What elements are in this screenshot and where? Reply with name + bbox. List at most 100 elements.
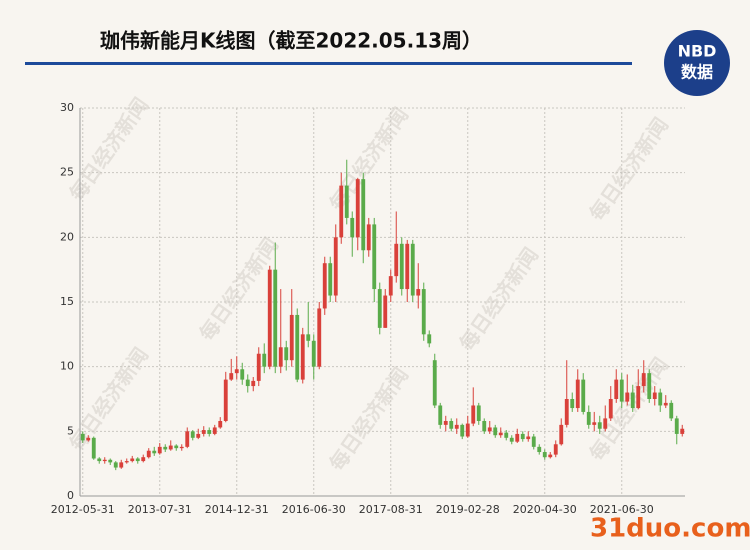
candle-body — [504, 432, 509, 438]
candle-body — [652, 392, 657, 399]
candle-body — [328, 263, 333, 296]
candle-body — [234, 369, 239, 374]
candle-body — [575, 379, 580, 409]
candle-body — [366, 224, 371, 251]
candle-body — [658, 392, 663, 406]
candle-body — [427, 334, 432, 344]
candle-body — [333, 237, 338, 296]
candle-body — [454, 424, 459, 429]
candle-body — [300, 334, 305, 380]
candle-body — [592, 422, 597, 425]
candle-body — [636, 386, 641, 409]
candle-body — [421, 289, 426, 335]
candle-body — [581, 379, 586, 412]
candle-body — [190, 431, 195, 438]
candle-body — [267, 269, 272, 367]
candle-body — [179, 446, 184, 449]
candle-body — [493, 427, 498, 436]
candle-body — [449, 420, 454, 429]
candle-body — [471, 405, 476, 424]
candle-body — [361, 179, 366, 251]
candle-body — [86, 437, 91, 441]
candle-body — [405, 243, 410, 290]
candle-body — [570, 399, 575, 409]
candle-body — [113, 462, 118, 468]
x-tick-label: 2017-08-31 — [359, 503, 423, 516]
x-tick-label: 2021-06-30 — [590, 503, 654, 516]
candle-body — [355, 179, 360, 238]
y-tick-label: 10 — [60, 360, 74, 373]
candle-body — [262, 353, 267, 367]
logo-text: 数据 — [681, 63, 713, 82]
candle-body — [185, 431, 190, 447]
candle-body — [388, 276, 393, 296]
candle-body — [350, 217, 355, 238]
candle-body — [399, 243, 404, 290]
candle-body — [641, 373, 646, 387]
candle-body — [97, 458, 102, 462]
candle-body — [91, 437, 96, 459]
candle-body — [630, 392, 635, 409]
logo-text: NBD — [678, 42, 717, 61]
candle-body — [625, 392, 630, 402]
candle-body — [680, 428, 685, 434]
candle-body — [273, 269, 278, 367]
candle-body — [295, 314, 300, 380]
candle-body — [322, 263, 327, 309]
candle-body — [443, 420, 448, 425]
candle-body — [344, 185, 349, 218]
candle-body — [124, 461, 129, 463]
candle-body — [383, 295, 388, 328]
x-tick-label: 2016-06-30 — [282, 503, 346, 516]
title-rule — [25, 62, 632, 65]
candle-body — [130, 458, 135, 462]
x-tick-label: 2012-05-31 — [51, 503, 115, 516]
candle-body — [284, 347, 289, 361]
y-tick-label: 15 — [60, 295, 74, 308]
candle-body — [141, 457, 146, 462]
candle-body — [603, 418, 608, 429]
candle-body — [526, 436, 531, 440]
candle-body — [465, 423, 470, 437]
candle-body — [212, 427, 217, 434]
candle-body — [317, 308, 322, 367]
candle-body — [218, 420, 223, 428]
candle-body — [647, 373, 652, 399]
candle-body — [548, 454, 553, 458]
candle-body — [394, 243, 399, 277]
candle-body — [509, 437, 514, 442]
candle-body — [377, 289, 382, 328]
candle-body — [207, 430, 212, 434]
candle-body — [223, 379, 228, 421]
candle-body — [663, 402, 668, 406]
candle-body — [135, 458, 140, 462]
candle-body — [410, 243, 415, 296]
candle-body — [674, 418, 679, 434]
candle-body — [432, 360, 437, 406]
y-tick-label: 20 — [60, 230, 74, 243]
candle-body — [476, 405, 481, 421]
candle-body — [174, 445, 179, 449]
candle-body — [201, 430, 206, 434]
x-tick-label: 2013-07-31 — [128, 503, 192, 516]
chart-title: 珈伟新能月K线图（截至2022.05.13周） — [100, 29, 482, 53]
candle-body — [146, 450, 151, 458]
candle-body — [537, 446, 542, 453]
y-tick-label: 5 — [67, 424, 74, 437]
candle-body — [240, 369, 245, 380]
logo — [664, 30, 730, 96]
site-watermark: 31duo.com — [590, 514, 750, 544]
candle-body — [619, 379, 624, 402]
x-tick-label: 2020-04-30 — [513, 503, 577, 516]
candle-body — [597, 422, 602, 429]
candle-body — [482, 420, 487, 432]
candle-body — [256, 353, 261, 381]
candle-body — [460, 424, 465, 437]
candle-body — [196, 433, 201, 438]
candle-body — [498, 432, 503, 436]
candle-body — [119, 462, 124, 468]
candle-body — [108, 459, 113, 463]
candle-body — [608, 399, 613, 419]
candle-body — [669, 402, 674, 419]
